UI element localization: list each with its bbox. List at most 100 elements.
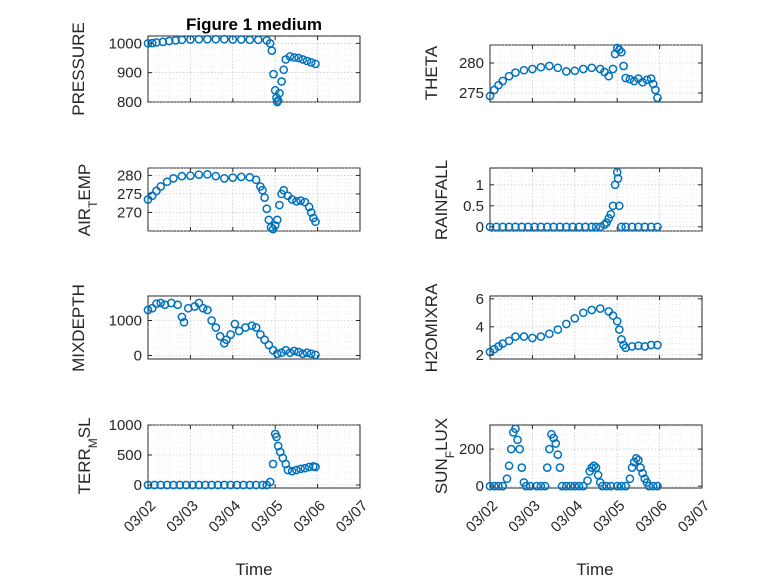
y-tick-labels: 0 200: [459, 441, 702, 495]
data-point: [283, 465, 293, 475]
data-point: [561, 222, 571, 232]
data-point: [644, 481, 654, 491]
data-point: [504, 222, 514, 232]
data-point: [262, 204, 272, 214]
data-point: [568, 222, 578, 232]
y-tick-labels: 0 1000: [109, 313, 360, 365]
data-point: [504, 336, 514, 346]
panel-h2omixra: 2 4 6 H2OMIXRA: [422, 283, 703, 372]
data-point: [583, 476, 592, 485]
data-markers: [143, 298, 320, 360]
data-point: [489, 85, 499, 95]
data-point: [239, 480, 248, 490]
x-tick-label: 03/05: [248, 497, 287, 536]
data-point: [617, 481, 626, 491]
data-point: [311, 462, 320, 472]
data-point: [275, 88, 284, 98]
data-point: [285, 52, 295, 61]
data-point: [245, 35, 255, 45]
data-point: [152, 38, 161, 47]
data-point: [264, 340, 274, 350]
y-tick-label: 0: [476, 219, 484, 236]
data-point: [593, 470, 603, 480]
y-tick-labels: 00.51: [463, 177, 702, 236]
x-axis-label: Time: [235, 560, 272, 579]
data-point: [306, 349, 316, 359]
data-point: [653, 222, 662, 232]
y-tick-label: 0: [134, 348, 142, 365]
x-tick-label: 03/03: [163, 497, 202, 536]
y-tick-label: 500: [117, 447, 142, 464]
data-markers: [143, 429, 320, 490]
y-axis-label: RAINFALL: [432, 160, 451, 240]
y-tick-label: 4: [476, 319, 484, 336]
data-point: [570, 66, 580, 76]
data-point: [169, 174, 178, 183]
data-point: [232, 480, 242, 490]
data-point: [270, 221, 280, 230]
data-point: [653, 340, 662, 350]
data-point: [311, 59, 320, 69]
y-tick-label: 200: [459, 441, 484, 458]
y-tick-label: 275: [117, 186, 142, 203]
data-point: [502, 474, 512, 484]
y-tick-label: 0: [134, 477, 142, 494]
data-point: [506, 444, 516, 454]
data-point: [540, 481, 550, 491]
data-point: [287, 466, 297, 476]
data-point: [625, 74, 635, 84]
data-point: [186, 35, 195, 44]
data-point: [551, 439, 561, 448]
data-point: [294, 53, 303, 63]
data-point: [186, 171, 195, 181]
data-point: [251, 323, 261, 332]
data-point: [536, 62, 546, 72]
y-tick-label: 270: [117, 204, 142, 221]
data-point: [277, 348, 286, 358]
data-markers: [143, 169, 320, 234]
data-point: [528, 64, 537, 74]
data-point: [498, 76, 508, 86]
data-point: [292, 465, 301, 475]
data-point: [587, 305, 597, 315]
y-tick-label: 6: [476, 291, 484, 308]
data-point: [517, 222, 527, 232]
data-markers: [143, 34, 320, 107]
data-point: [158, 37, 168, 47]
y-tick-label: 800: [117, 94, 142, 111]
data-point: [164, 36, 174, 46]
data-point: [302, 348, 312, 358]
data-point: [260, 193, 269, 202]
data-point: [621, 481, 631, 491]
data-point: [613, 174, 623, 183]
data-markers: [485, 304, 662, 357]
grid-lines: [147, 167, 361, 232]
data-point: [604, 214, 614, 223]
data-point: [298, 55, 308, 64]
data-point: [147, 191, 157, 201]
data-point: [511, 332, 520, 341]
data-point: [566, 481, 575, 491]
data-point: [287, 195, 297, 204]
grid-lines: [147, 36, 361, 103]
data-point: [625, 474, 635, 484]
y-tick-label: 900: [117, 65, 142, 82]
data-point: [311, 217, 320, 227]
data-point: [203, 169, 212, 179]
data-point: [587, 63, 597, 73]
data-point: [536, 332, 546, 341]
x-tick-label: 03/04: [206, 497, 245, 536]
data-point: [612, 481, 622, 491]
data-point: [561, 67, 571, 76]
data-point: [591, 463, 601, 472]
data-point: [631, 454, 641, 463]
data-point: [602, 218, 611, 227]
y-tick-labels: 275 280: [459, 55, 702, 102]
data-point: [256, 330, 265, 339]
data-point: [595, 222, 605, 232]
data-point: [634, 341, 643, 351]
data-point: [203, 305, 212, 315]
x-tick-label: 03/02: [121, 497, 160, 536]
data-point: [653, 93, 662, 103]
